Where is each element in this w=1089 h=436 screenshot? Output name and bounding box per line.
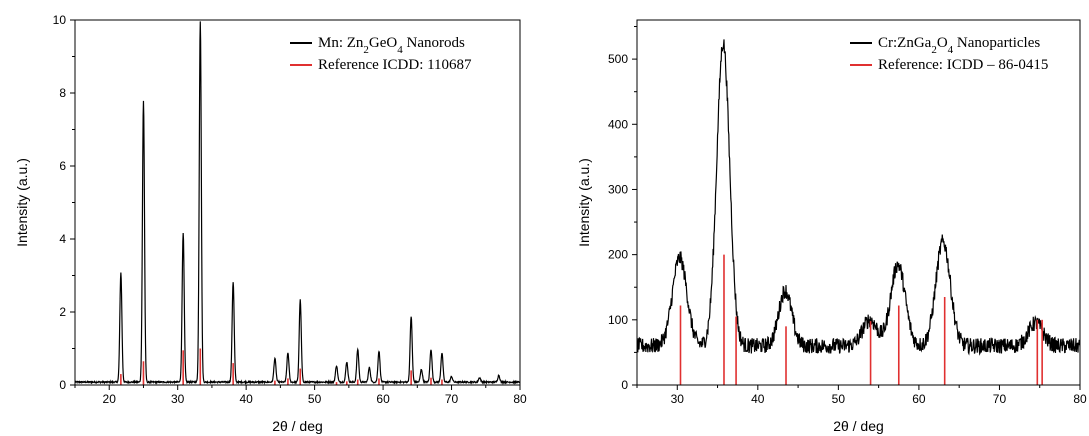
series-line-left-0 (75, 21, 520, 385)
legend-label-right-1: Reference: ICDD – 86-0415 (878, 57, 1048, 73)
plot-frame-right (636, 19, 1081, 386)
y-tick-label-left-5: 10 (53, 13, 67, 27)
y-tick-label-left-1: 2 (59, 305, 66, 319)
legend-label-left-1: Reference ICDD: 110687 (318, 57, 472, 73)
y-tick-label-left-0: 0 (59, 378, 66, 392)
x-tick-label-left-1: 30 (171, 392, 185, 406)
series-line-right-0 (637, 39, 1080, 356)
y-tick-label-left-3: 6 (59, 159, 66, 173)
y-tick-label-right-4: 400 (608, 117, 628, 131)
y-tick-label-right-3: 300 (608, 182, 628, 196)
legend-label-right-0: Cr:ZnGa2O4 Nanoparticles (878, 35, 1040, 56)
y-tick-label-right-1: 100 (608, 313, 628, 327)
x-tick-label-left-0: 20 (103, 392, 117, 406)
y-tick-label-right-0: 0 (621, 378, 628, 392)
x-axis-title-right: 2θ / deg (833, 418, 884, 434)
x-tick-label-right-4: 70 (993, 392, 1007, 406)
y-tick-label-right-5: 500 (608, 52, 628, 66)
x-tick-label-right-3: 60 (912, 392, 926, 406)
x-tick-label-right-2: 50 (832, 392, 846, 406)
x-tick-label-right-0: 30 (671, 392, 685, 406)
chart-panel-left: 20 30 40 50 60 70 80 0 2 4 6 8 10 2θ / deg Intensity (… (14, 13, 527, 434)
x-tick-label-left-6: 80 (513, 392, 527, 406)
y-axis-title-left: Intensity (a.u.) (14, 158, 30, 247)
y-tick-label-left-2: 4 (59, 232, 66, 246)
y-tick-label-left-4: 8 (59, 86, 66, 100)
x-tick-label-right-1: 40 (751, 392, 765, 406)
x-tick-label-left-5: 70 (445, 392, 459, 406)
x-tick-label-left-4: 60 (376, 392, 390, 406)
x-tick-label-left-3: 50 (308, 392, 322, 406)
x-tick-label-right-5: 80 (1073, 392, 1087, 406)
legend-label-left-0: Mn: Zn2GeO4 Nanorods (318, 35, 465, 56)
y-tick-label-right-2: 200 (608, 248, 628, 262)
x-tick-label-left-2: 40 (239, 392, 253, 406)
x-axis-title-left: 2θ / deg (272, 418, 323, 434)
chart-panel-right: 30 40 50 60 70 80 0 100 200 300 400 500 2θ / deg Inte… (576, 19, 1087, 434)
y-axis-title-right: Intensity (a.u.) (576, 158, 592, 247)
